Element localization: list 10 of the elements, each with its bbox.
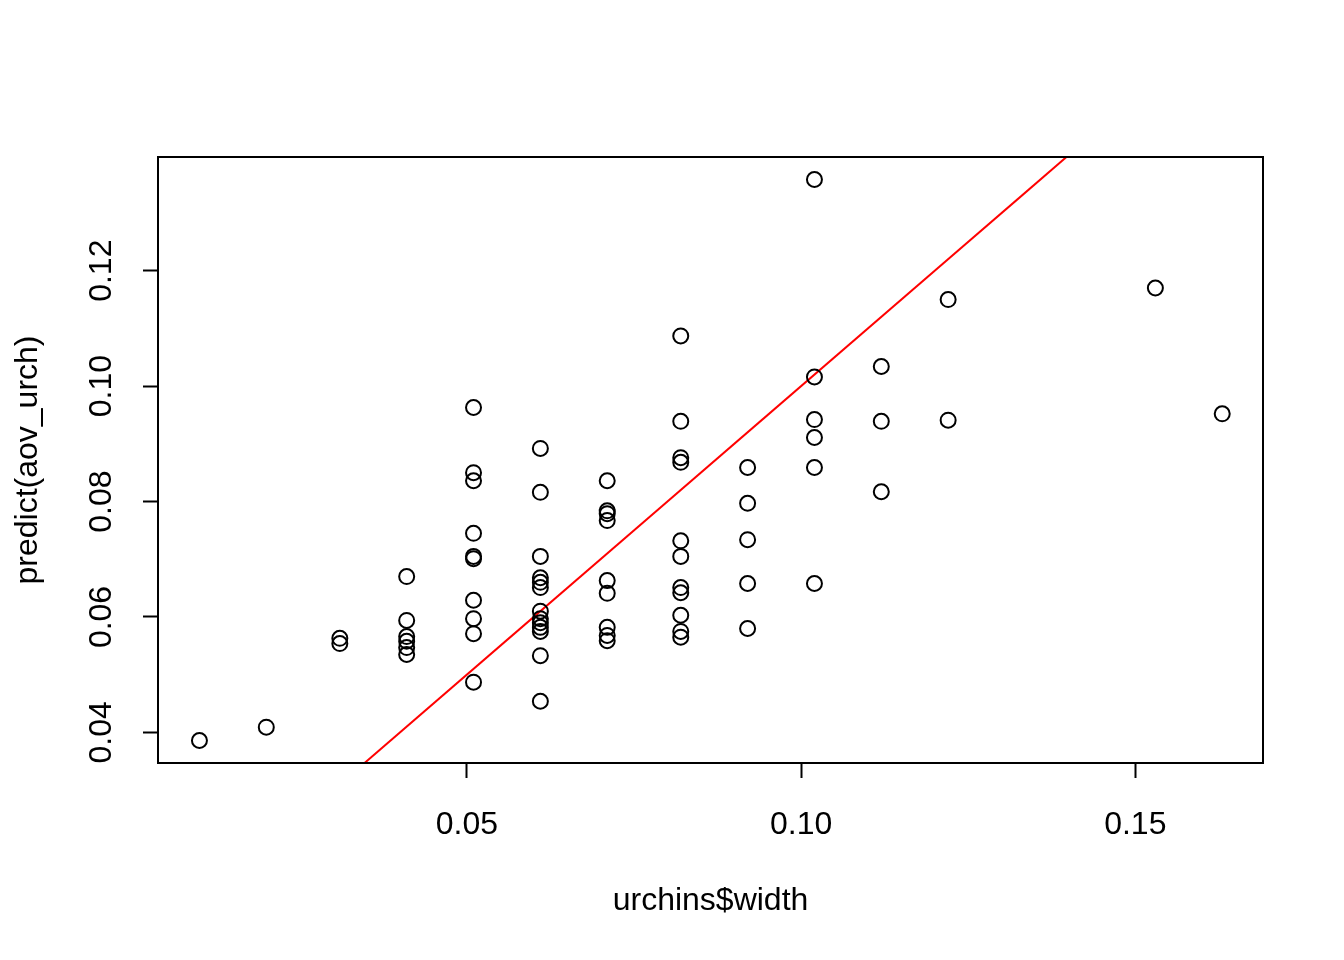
x-axis-title: urchins$width [612,880,809,917]
x-tick-label: 0.05 [435,805,498,842]
y-tick-label: 0.10 [81,354,118,418]
x-tick-label: 0.15 [1104,805,1167,842]
y-tick-label: 0.06 [81,585,118,649]
y-axis-title: predict(aov_urch) [8,335,45,585]
y-tick-label: 0.12 [81,239,118,302]
x-tick-label: 0.10 [769,805,833,842]
y-tick-label: 0.08 [81,470,118,533]
y-tick-label: 0.04 [81,701,118,764]
